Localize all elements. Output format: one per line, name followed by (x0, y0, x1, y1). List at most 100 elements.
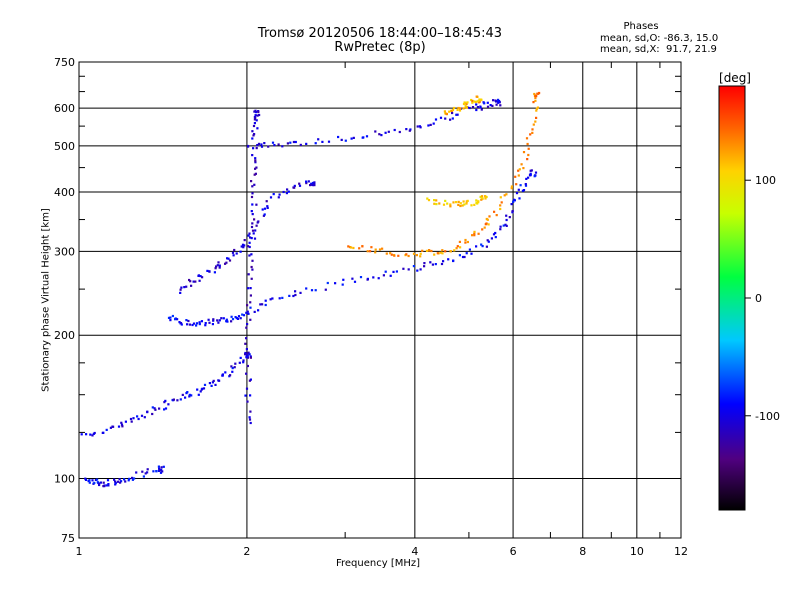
colorbar-tick-label: 0 (755, 292, 762, 305)
data-point (183, 286, 186, 289)
data-point (378, 133, 381, 136)
data-point (449, 250, 452, 253)
data-point (309, 184, 312, 187)
data-point (277, 196, 280, 199)
data-point (518, 197, 521, 200)
data-point (468, 106, 471, 110)
data-point (261, 303, 264, 306)
data-point (213, 271, 216, 274)
data-point (314, 289, 317, 292)
data-point (216, 319, 219, 322)
colorbar-tick-label: 100 (755, 174, 776, 187)
data-point (519, 184, 522, 187)
data-point (253, 218, 256, 221)
data-point (499, 204, 502, 207)
data-point (140, 414, 144, 417)
data-point (226, 257, 229, 260)
data-point (483, 226, 486, 229)
data-point (456, 113, 459, 116)
data-point (167, 403, 170, 406)
data-point (185, 285, 188, 288)
data-point (178, 321, 181, 324)
data-point (247, 245, 250, 248)
data-point (256, 144, 259, 147)
data-point (222, 317, 225, 320)
data-point (106, 479, 110, 482)
data-point (480, 98, 483, 101)
data-point (526, 142, 529, 146)
data-point (461, 255, 465, 259)
data-point (515, 183, 518, 186)
data-point (416, 125, 419, 128)
data-point (464, 106, 467, 109)
data-point (174, 318, 177, 321)
data-point (324, 288, 327, 291)
data-point (511, 210, 514, 213)
data-point (251, 268, 254, 271)
data-point (446, 202, 449, 205)
data-point (120, 423, 124, 426)
data-point (299, 291, 302, 294)
data-point (217, 261, 220, 264)
data-point (190, 394, 193, 397)
data-point (382, 274, 385, 277)
data-point (527, 176, 530, 179)
data-point (250, 237, 253, 240)
data-point (123, 478, 126, 481)
data-point (477, 99, 480, 103)
data-point (359, 276, 363, 279)
data-point (233, 248, 236, 252)
data-point (255, 166, 258, 169)
data-point (475, 100, 478, 103)
data-point (522, 189, 526, 192)
data-point (143, 416, 146, 419)
data-point (192, 280, 195, 283)
data-point (351, 277, 354, 280)
data-point (249, 421, 252, 425)
data-point (180, 323, 183, 326)
data-point (246, 310, 249, 313)
data-point (458, 254, 461, 257)
data-point (251, 185, 254, 188)
data-point (260, 145, 264, 148)
data-point (273, 144, 276, 147)
data-point (483, 195, 487, 198)
data-point (473, 230, 476, 233)
data-point (457, 106, 460, 110)
data-point (93, 481, 96, 484)
data-point (220, 317, 223, 320)
data-point (433, 253, 436, 256)
data-point (522, 167, 525, 170)
data-point (247, 234, 250, 237)
data-point (218, 319, 221, 322)
data-point (434, 118, 438, 121)
data-point (236, 317, 240, 320)
data-point (535, 116, 538, 119)
x-axis-label: Frequency [MHz] (335, 558, 421, 569)
data-point (535, 107, 538, 110)
data-point (272, 193, 275, 196)
data-point (249, 318, 252, 321)
data-point (243, 244, 246, 247)
data-point (398, 130, 401, 134)
data-point (510, 185, 513, 188)
data-point (458, 109, 462, 112)
data-point (358, 247, 361, 250)
data-point (254, 159, 257, 162)
data-point (393, 128, 396, 132)
data-point (385, 252, 388, 255)
data-point (289, 141, 292, 144)
data-point (453, 249, 456, 252)
data-point (491, 104, 494, 107)
data-point (246, 400, 249, 403)
data-point (241, 243, 245, 246)
data-point (526, 158, 529, 161)
data-point (480, 243, 483, 246)
data-point (487, 223, 490, 226)
data-point (431, 263, 434, 266)
data-point (476, 202, 479, 205)
data-point (494, 99, 497, 102)
data-point (374, 130, 377, 133)
data-point (433, 202, 436, 205)
data-point (384, 131, 387, 134)
